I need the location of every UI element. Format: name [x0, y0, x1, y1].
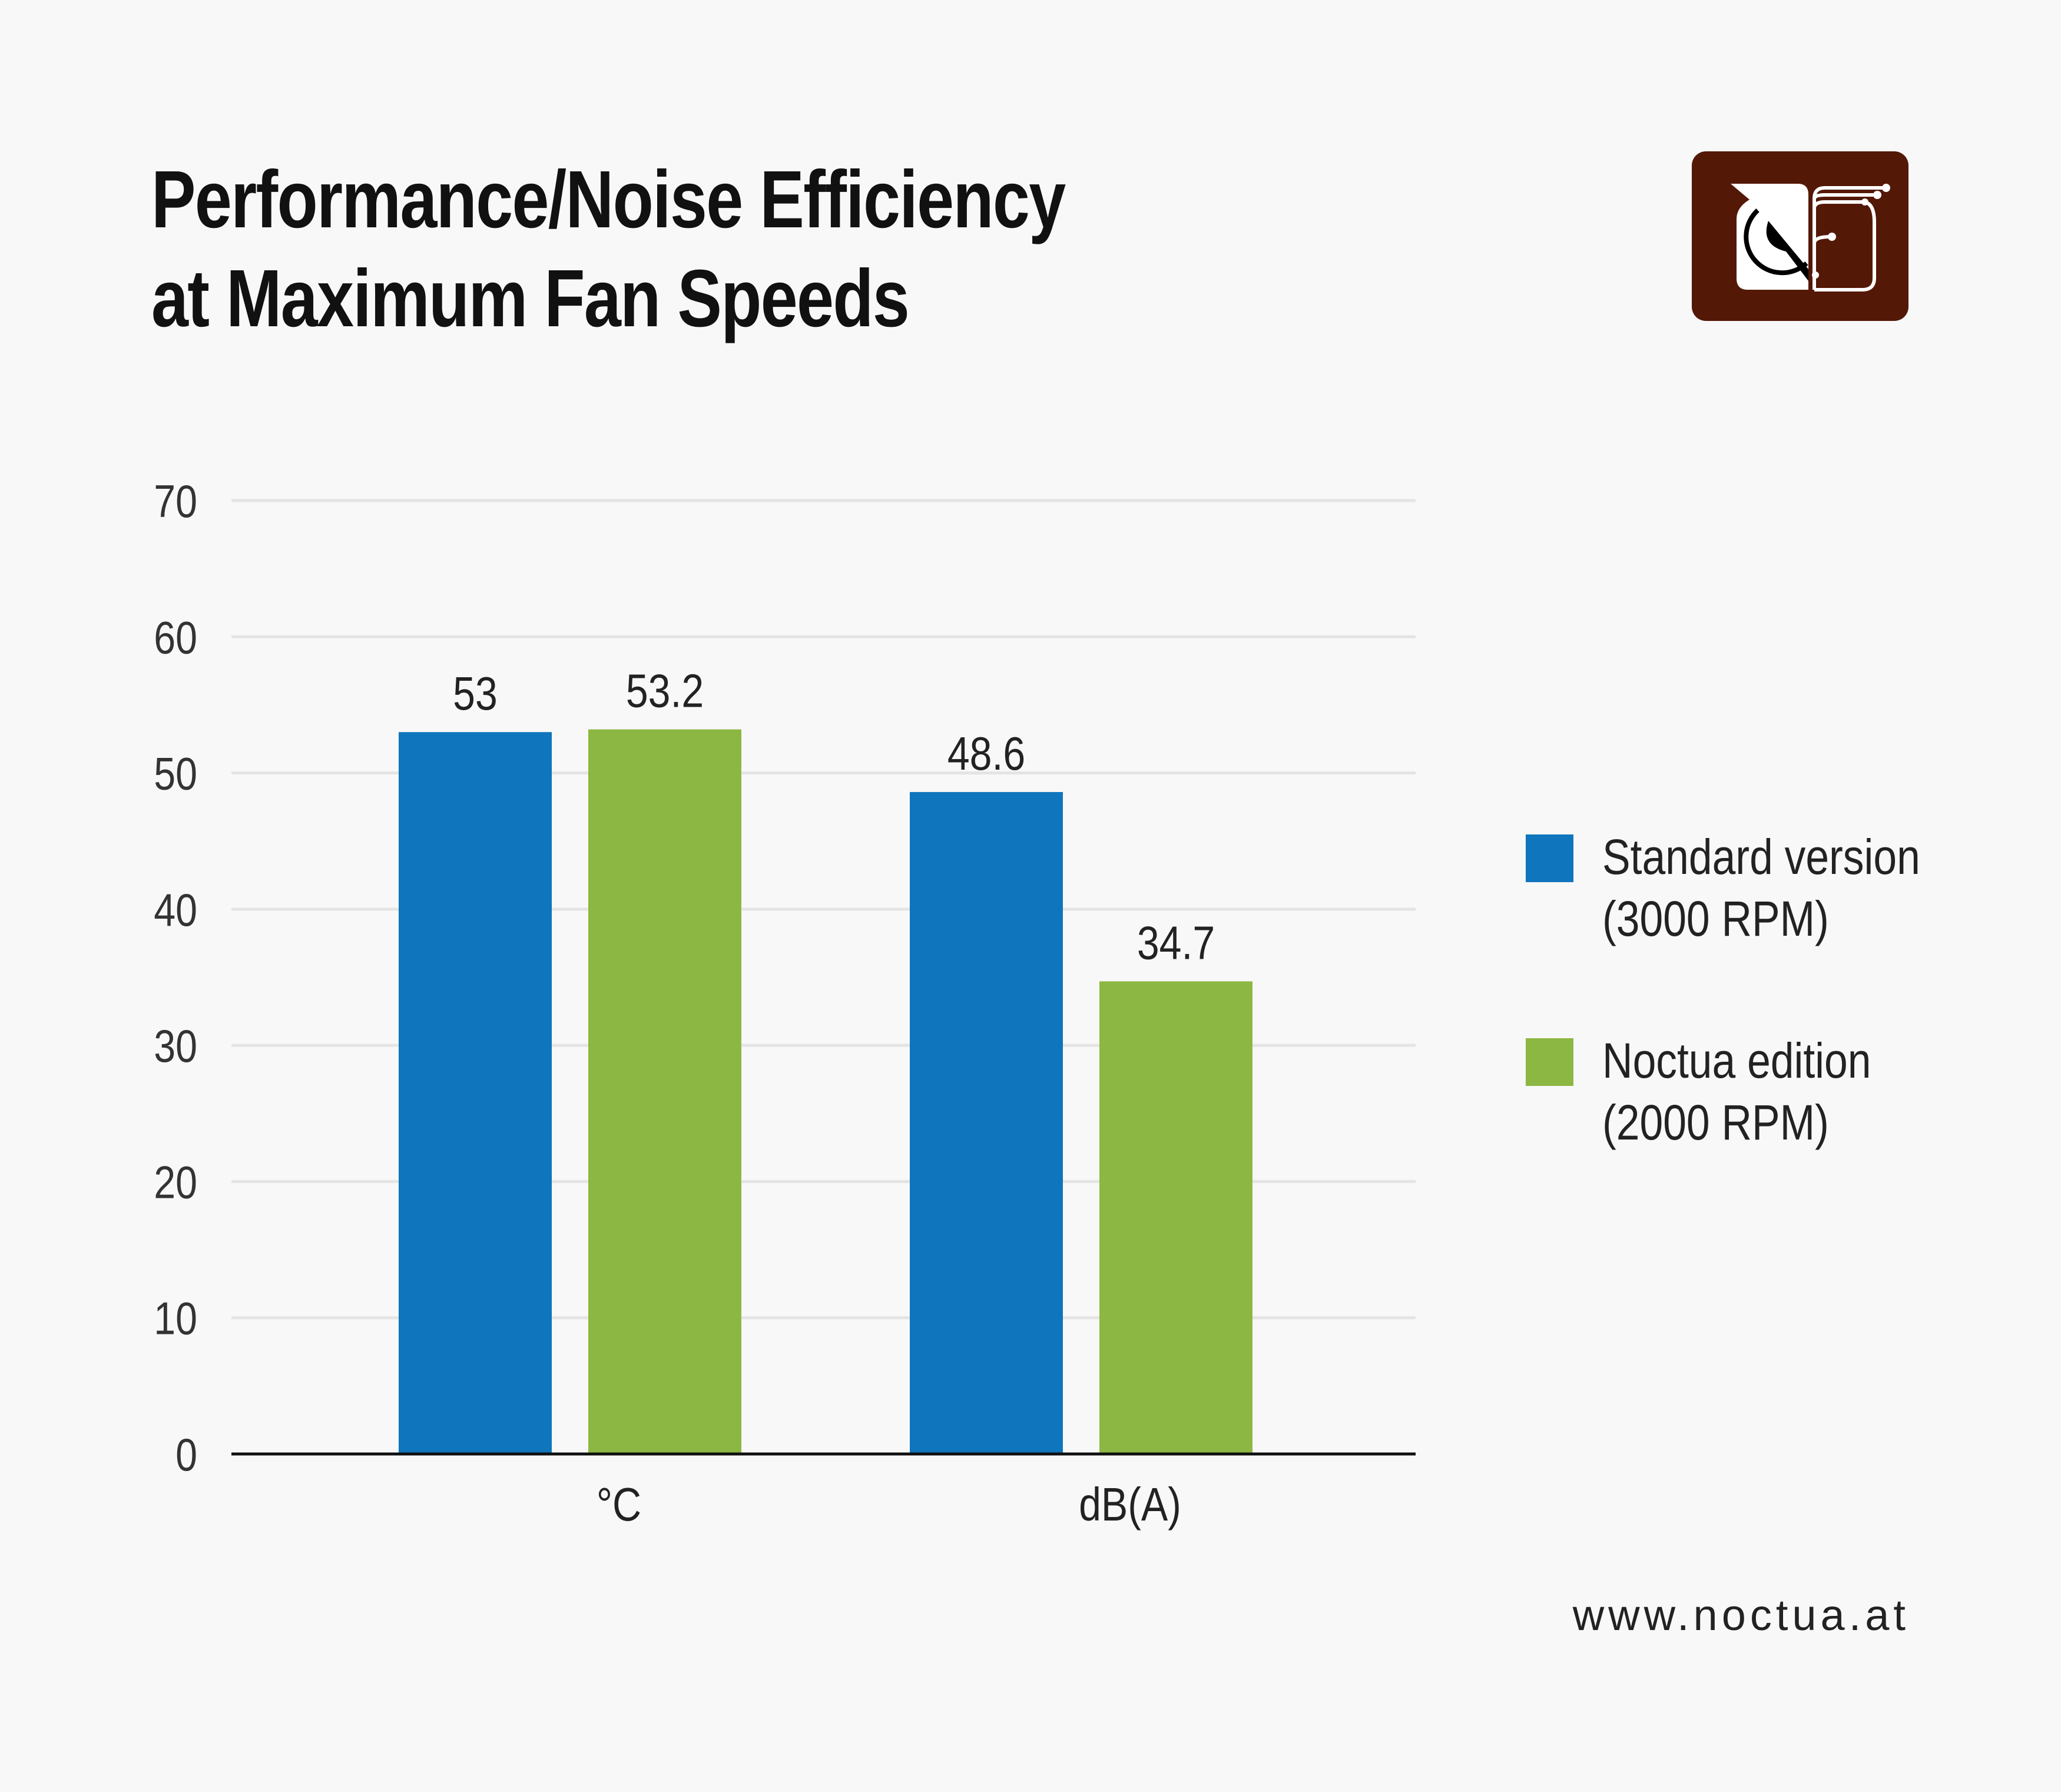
x-category-label: dB(A) — [1079, 1478, 1181, 1531]
y-tick-label: 40 — [154, 885, 197, 936]
bar — [588, 729, 741, 1454]
bar — [910, 791, 1063, 1454]
legend-item-standard: Standard version (3000 RPM) — [1602, 826, 1920, 950]
legend-label-line: (3000 RPM) — [1602, 891, 1829, 946]
y-tick-label: 10 — [154, 1293, 197, 1344]
legend-swatch-standard — [1526, 834, 1573, 882]
data-label: 53.2 — [626, 664, 704, 717]
bar — [399, 732, 552, 1454]
y-tick-label: 60 — [154, 612, 197, 663]
y-tick-label: 50 — [154, 748, 197, 800]
data-label: 34.7 — [1137, 916, 1215, 969]
y-tick-label: 70 — [154, 476, 197, 527]
x-category-label: °C — [597, 1478, 641, 1531]
y-tick-label: 30 — [154, 1021, 197, 1072]
title-line-2: at Maximum Fan Speeds — [151, 253, 910, 344]
noctua-logo — [1692, 151, 1908, 321]
legend-label-line: Standard version — [1602, 829, 1920, 885]
y-tick-label: 20 — [154, 1157, 197, 1208]
data-label: 53 — [453, 667, 498, 720]
legend-label-line: (2000 RPM) — [1602, 1095, 1829, 1150]
bar — [1099, 981, 1252, 1454]
legend-swatch-noctua — [1526, 1038, 1573, 1086]
data-label: 48.6 — [947, 727, 1025, 780]
legend-item-noctua: Noctua edition (2000 RPM) — [1602, 1030, 1871, 1154]
website-link[interactable]: www.noctua.at — [1572, 1591, 1910, 1639]
chart-title: Performance/Noise Efficiency at Maximum … — [151, 150, 1066, 348]
title-line-1: Performance/Noise Efficiency — [151, 154, 1066, 245]
y-tick-label: 0 — [175, 1429, 197, 1480]
legend-label-line: Noctua edition — [1602, 1033, 1871, 1088]
